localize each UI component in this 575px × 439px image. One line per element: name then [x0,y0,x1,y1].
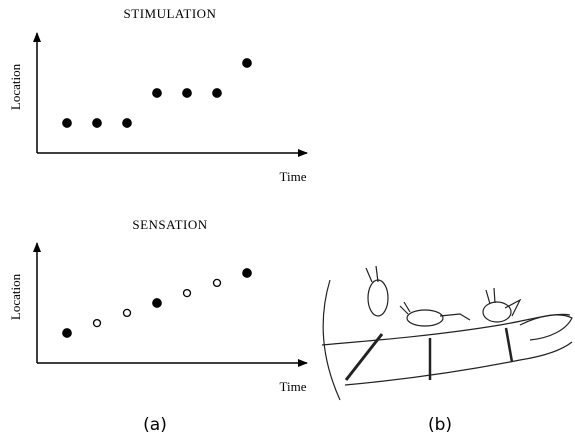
x-axis-label: Time [280,169,307,184]
data-point [152,88,162,98]
data-point [152,298,162,308]
data-point [242,268,252,278]
data-point [122,118,132,128]
x-axis-label: Time [280,379,307,394]
chart-title: SENSATION [132,217,207,232]
data-point [182,288,192,298]
data-point [212,88,222,98]
data-point [62,118,72,128]
data-point [182,88,192,98]
caption: (a) [143,415,167,435]
data-point [212,278,222,288]
charts: STIMULATION Time Location SENSATION Time Loca… [8,6,308,394]
y-axis-label: Location [8,63,23,110]
data-point [122,308,132,318]
chart-title: STIMULATION [124,6,217,21]
illustration [321,265,573,401]
data-point [242,58,252,68]
caption: (b) [428,415,452,435]
data-point [92,318,102,328]
data-point [92,118,102,128]
data-point [62,328,72,338]
y-axis-label: Location [8,273,23,320]
